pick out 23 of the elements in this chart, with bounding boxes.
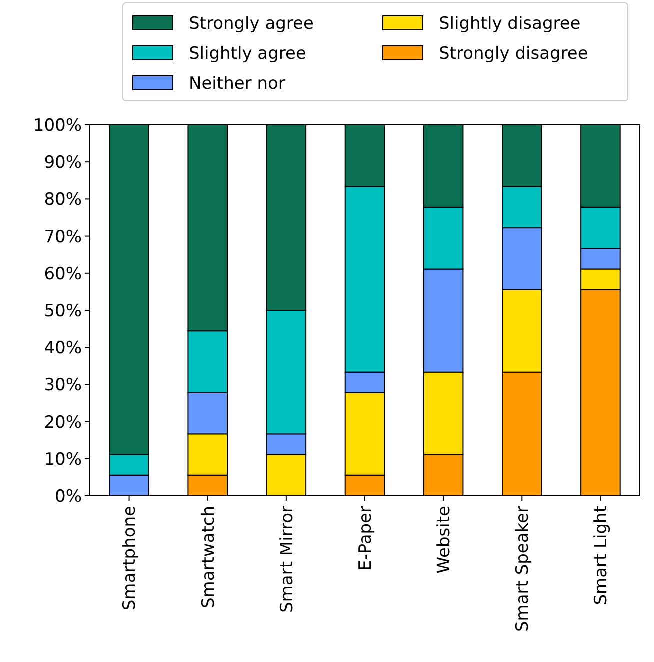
x-tick-label: Website [434, 506, 455, 574]
legend-label: Strongly agree [189, 14, 314, 34]
legend-label: Strongly disagree [439, 44, 588, 64]
y-tick-label: 10% [44, 450, 82, 470]
y-tick-label: 20% [44, 412, 82, 433]
y-tick-label: 0% [55, 486, 82, 507]
legend-label: Slightly disagree [439, 14, 581, 34]
x-tick-label: Smart Speaker [513, 506, 534, 632]
y-tick-label: 40% [44, 338, 82, 359]
y-tick-label: 80% [44, 190, 82, 210]
x-tick-label: Smartwatch [198, 506, 219, 609]
legend-label: Slightly agree [189, 44, 306, 64]
x-tick-label: Smart Light [592, 506, 612, 606]
y-tick-label: 100% [33, 116, 82, 136]
x-tick-label: Smartphone [120, 506, 140, 611]
x-tick-label: E-Paper [356, 506, 376, 572]
x-tick-label: Smart Mirror [277, 506, 298, 613]
y-tick-label: 30% [44, 376, 82, 396]
y-tick-label: 70% [44, 227, 82, 248]
y-tick-label: 50% [44, 301, 82, 322]
legend-label: Neither nor [189, 74, 286, 94]
y-tick-label: 60% [44, 264, 82, 284]
y-tick-label: 90% [44, 153, 82, 174]
